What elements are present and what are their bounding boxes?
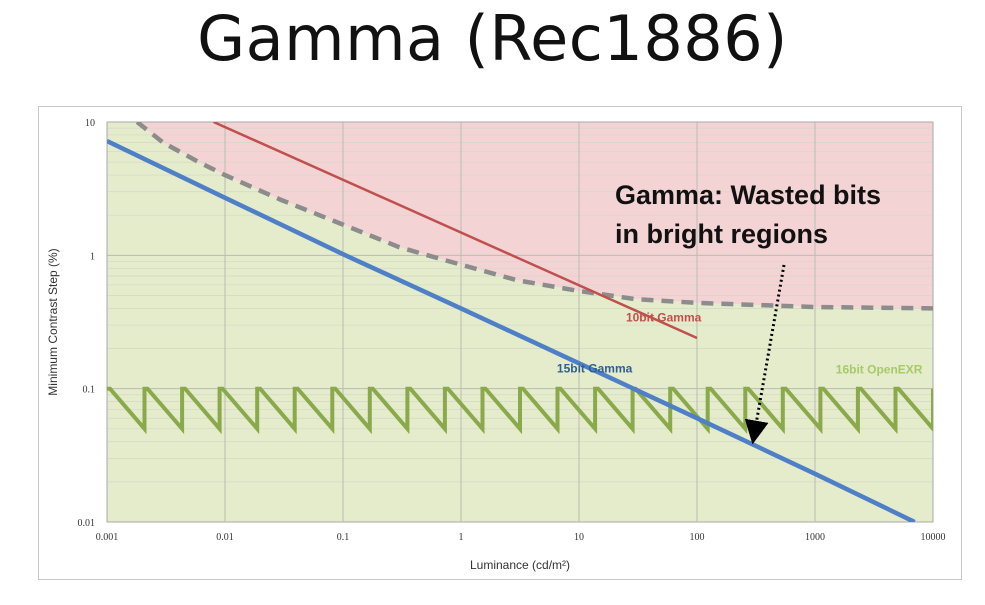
series-group [107,122,933,522]
chart-frame: 0.001 0.01 0.1 1 10 100 1000 10000 10 1 0.1 0.01 10… [38,106,962,580]
x-tick-label: 10000 [921,532,946,543]
plot-area-border [106,121,934,523]
x-tick-label: 1000 [805,532,825,543]
series-10bit-gamma-line [213,122,698,340]
y-tick-label: 10 [85,118,95,129]
x-tick-label: 10 [574,532,584,543]
series-label-10bit-gamma: 10bit Gamma [626,310,702,324]
y-tick-label: 0.01 [78,518,96,529]
y-tick-label: 1 [90,251,95,262]
series-label-15bit-gamma: 15bit Gamma [557,362,633,376]
x-axis-title: Luminance (cd/m²) [470,558,570,572]
x-tick-label: 1 [459,532,464,543]
series-label-16bit-openexr: 16bit OpenEXR [836,363,923,377]
series-15bit-gamma-line [107,138,916,522]
x-tick-label: 0.001 [96,532,119,543]
x-tick-label: 0.01 [216,532,234,543]
series-labels: 10bit Gamma 15bit Gamma 16bit OpenEXR [557,310,923,376]
annotation-group: Gamma: Wasted bits in bright regions [615,180,881,445]
series-16bit-openexr-line [107,386,933,435]
region-below-threshold [107,122,933,522]
y-tick-label: 0.1 [83,385,96,396]
y-axis-title: Minimum Contrast Step (%) [46,248,60,395]
annotation-text-line1: Gamma: Wasted bits [615,180,881,210]
series-threshold-dashed-line [135,122,933,311]
slide-title: Gamma (Rec1886) [197,2,788,75]
x-tick-label: 0.1 [337,532,350,543]
annotation-text-line2: in bright regions [615,219,828,249]
x-tick-label: 100 [690,532,705,543]
